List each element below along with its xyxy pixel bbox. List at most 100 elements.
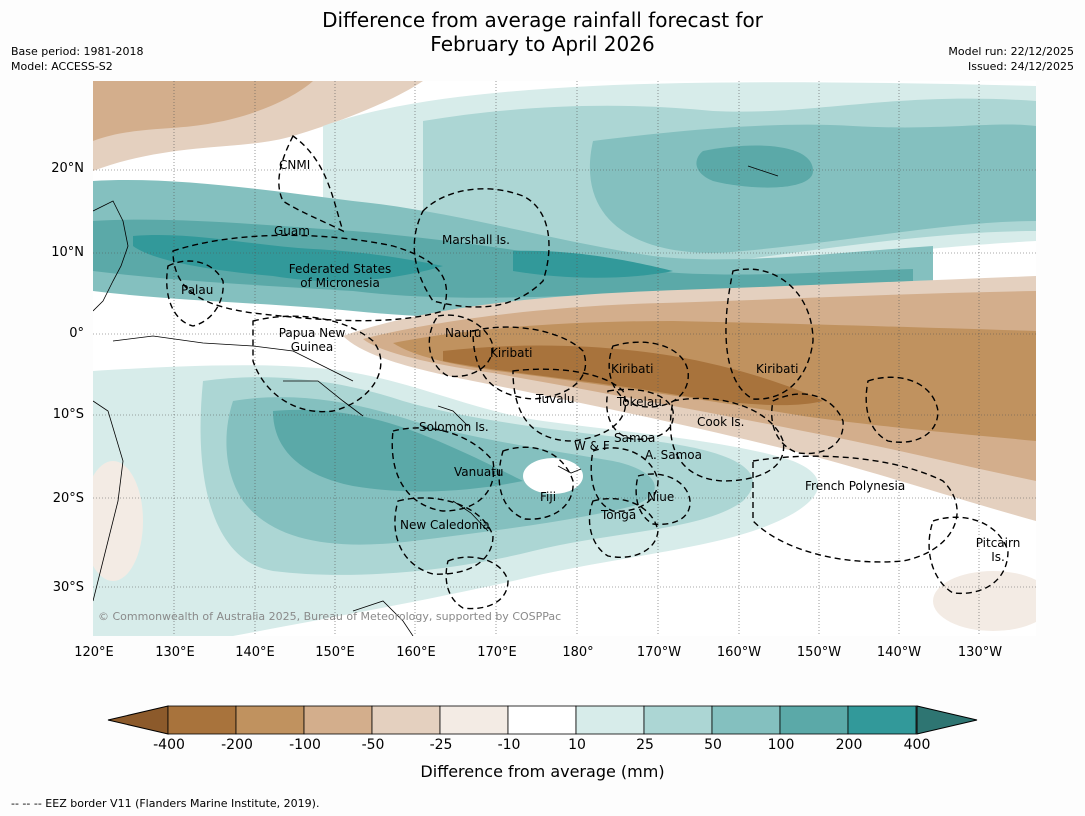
wet-core-hawaii <box>696 145 813 188</box>
solomon-coast <box>437 405 469 427</box>
colorbar-label: Difference from average (mm) <box>420 762 665 781</box>
palau-eez <box>166 260 224 327</box>
colorbar-segment <box>439 705 509 735</box>
base-period: Base period: 1981-2018 <box>11 45 144 58</box>
colorbar-tick: 400 <box>903 737 931 753</box>
lon-label-150e: 150°E <box>315 645 355 660</box>
kiribati-central-eez <box>608 341 689 408</box>
colorbar-tick: 200 <box>835 737 863 753</box>
colorbar-segment <box>643 705 713 735</box>
tokelau-eez <box>606 388 674 440</box>
meta-left: Base period: 1981-2018 Model: ACCESS-S2 <box>11 44 143 74</box>
region-vanuatu: Vanuatu <box>454 465 504 479</box>
fsm-eez <box>172 234 448 322</box>
lon-label-160w: 160°W <box>716 645 762 660</box>
fiji-coast <box>557 465 582 474</box>
spcz-core <box>273 409 523 492</box>
niue-eez <box>635 473 691 526</box>
tonga-eez <box>588 497 659 558</box>
nauru-eez <box>428 314 494 378</box>
lon-label-150w: 150°W <box>796 645 842 660</box>
colorbar-tick: -100 <box>289 737 321 753</box>
region-fsm-line2: of Micronesia <box>300 276 380 290</box>
lon-label-170w: 170°W <box>636 645 682 660</box>
eez-footnote: -- -- -- EEZ border V11 (Flanders Marine… <box>11 797 320 810</box>
itcz-strong-core <box>133 234 443 282</box>
region-guam: Guam <box>274 224 310 238</box>
kiribati-west-eez <box>472 326 587 400</box>
region-kiribati-east: Kiribati <box>756 362 799 376</box>
new-britain-coast <box>283 380 364 417</box>
colorbar-tick: 10 <box>568 737 586 753</box>
region-kiribati-west: Kiribati <box>490 346 533 360</box>
marshall-eez <box>413 188 550 308</box>
fiji-eez <box>498 446 574 520</box>
graticule <box>93 81 1036 636</box>
region-new-caledonia: New Caledonia <box>400 518 490 532</box>
colorbar-extend-high <box>916 705 978 735</box>
lon-label-130e: 130°E <box>155 645 195 660</box>
region-fsm-line1: Federated States <box>288 262 392 276</box>
lon-label-120e: 120°E <box>74 645 114 660</box>
region-png-line2: Guinea <box>290 340 334 354</box>
neutral-patch <box>723 561 943 636</box>
colorbar-tick: 50 <box>704 737 722 753</box>
lat-label-20s: 20°S <box>52 491 84 506</box>
cook-eez <box>669 397 785 482</box>
title-line-2: February to April 2026 <box>430 32 655 56</box>
colorbar <box>107 705 978 735</box>
colorbar-tick: -10 <box>497 737 521 753</box>
region-pitcairn-line2: Is. <box>991 550 1005 564</box>
lon-label-160e: 160°E <box>396 645 436 660</box>
lat-label-30s: 30°S <box>52 580 84 595</box>
region-asamoa: A. Samoa <box>645 448 702 462</box>
lon-label-180: 180° <box>562 645 594 660</box>
cnmi-eez <box>278 134 345 233</box>
neutral-patch <box>523 458 583 494</box>
issued-date: Issued: 24/12/2025 <box>967 60 1074 73</box>
australia-coast-north <box>93 400 124 602</box>
lon-label-140e: 140°E <box>235 645 275 660</box>
new-caledonia-eez <box>394 497 494 575</box>
region-samoa: Samoa <box>614 431 656 445</box>
colorbar-segments <box>167 705 917 735</box>
dry-patch-east <box>933 571 1036 631</box>
colorbar-segment <box>575 705 645 735</box>
norfolk-eez <box>445 556 509 610</box>
region-pitcairn: Pitcairn Is. <box>968 536 1028 564</box>
colorbar-tick: -200 <box>221 737 253 753</box>
region-french-polynesia: French Polynesia <box>805 479 906 493</box>
region-fiji: Fiji <box>540 490 557 504</box>
pitcairn-eez <box>928 516 1009 595</box>
region-palau: Palau <box>181 283 214 297</box>
colorbar-segment <box>507 705 577 735</box>
png-eez <box>252 315 382 413</box>
colorbar-segment <box>235 705 305 735</box>
new-guinea-coast <box>112 335 354 382</box>
colorbar-segment <box>847 705 917 735</box>
model-run: Model run: 22/12/2025 <box>948 45 1074 58</box>
hawaii-coast <box>747 165 779 177</box>
title-line-1: Difference from average rainfall forecas… <box>322 8 763 32</box>
eez-borders <box>166 134 1009 610</box>
region-kiribati-central: Kiribati <box>611 362 654 376</box>
rainfall-map <box>93 81 1036 636</box>
region-tuvalu: Tuvalu <box>536 392 575 406</box>
copyright-notice: © Commonwealth of Australia 2025, Bureau… <box>98 610 562 623</box>
chart-title: Difference from average rainfall forecas… <box>0 8 1085 56</box>
colorbar-segment <box>167 705 237 735</box>
lat-label-20n: 20°N <box>51 161 84 176</box>
meta-right: Model run: 22/12/2025 Issued: 24/12/2025 <box>948 44 1074 74</box>
tuvalu-eez <box>512 368 627 442</box>
kiribati-east-eez <box>725 268 814 400</box>
colorbar-tick: -25 <box>429 737 453 753</box>
colorbar-tick: -50 <box>361 737 385 753</box>
wallis-futuna-eez <box>590 447 659 512</box>
model-name: Model: ACCESS-S2 <box>11 60 113 73</box>
colorbar-segment <box>779 705 849 735</box>
marquesas-eez <box>865 376 939 443</box>
lat-label-0: 0° <box>69 326 84 341</box>
region-cook: Cook Is. <box>697 415 745 429</box>
colorbar-tick: -400 <box>153 737 185 753</box>
region-marshall: Marshall Is. <box>442 233 510 247</box>
